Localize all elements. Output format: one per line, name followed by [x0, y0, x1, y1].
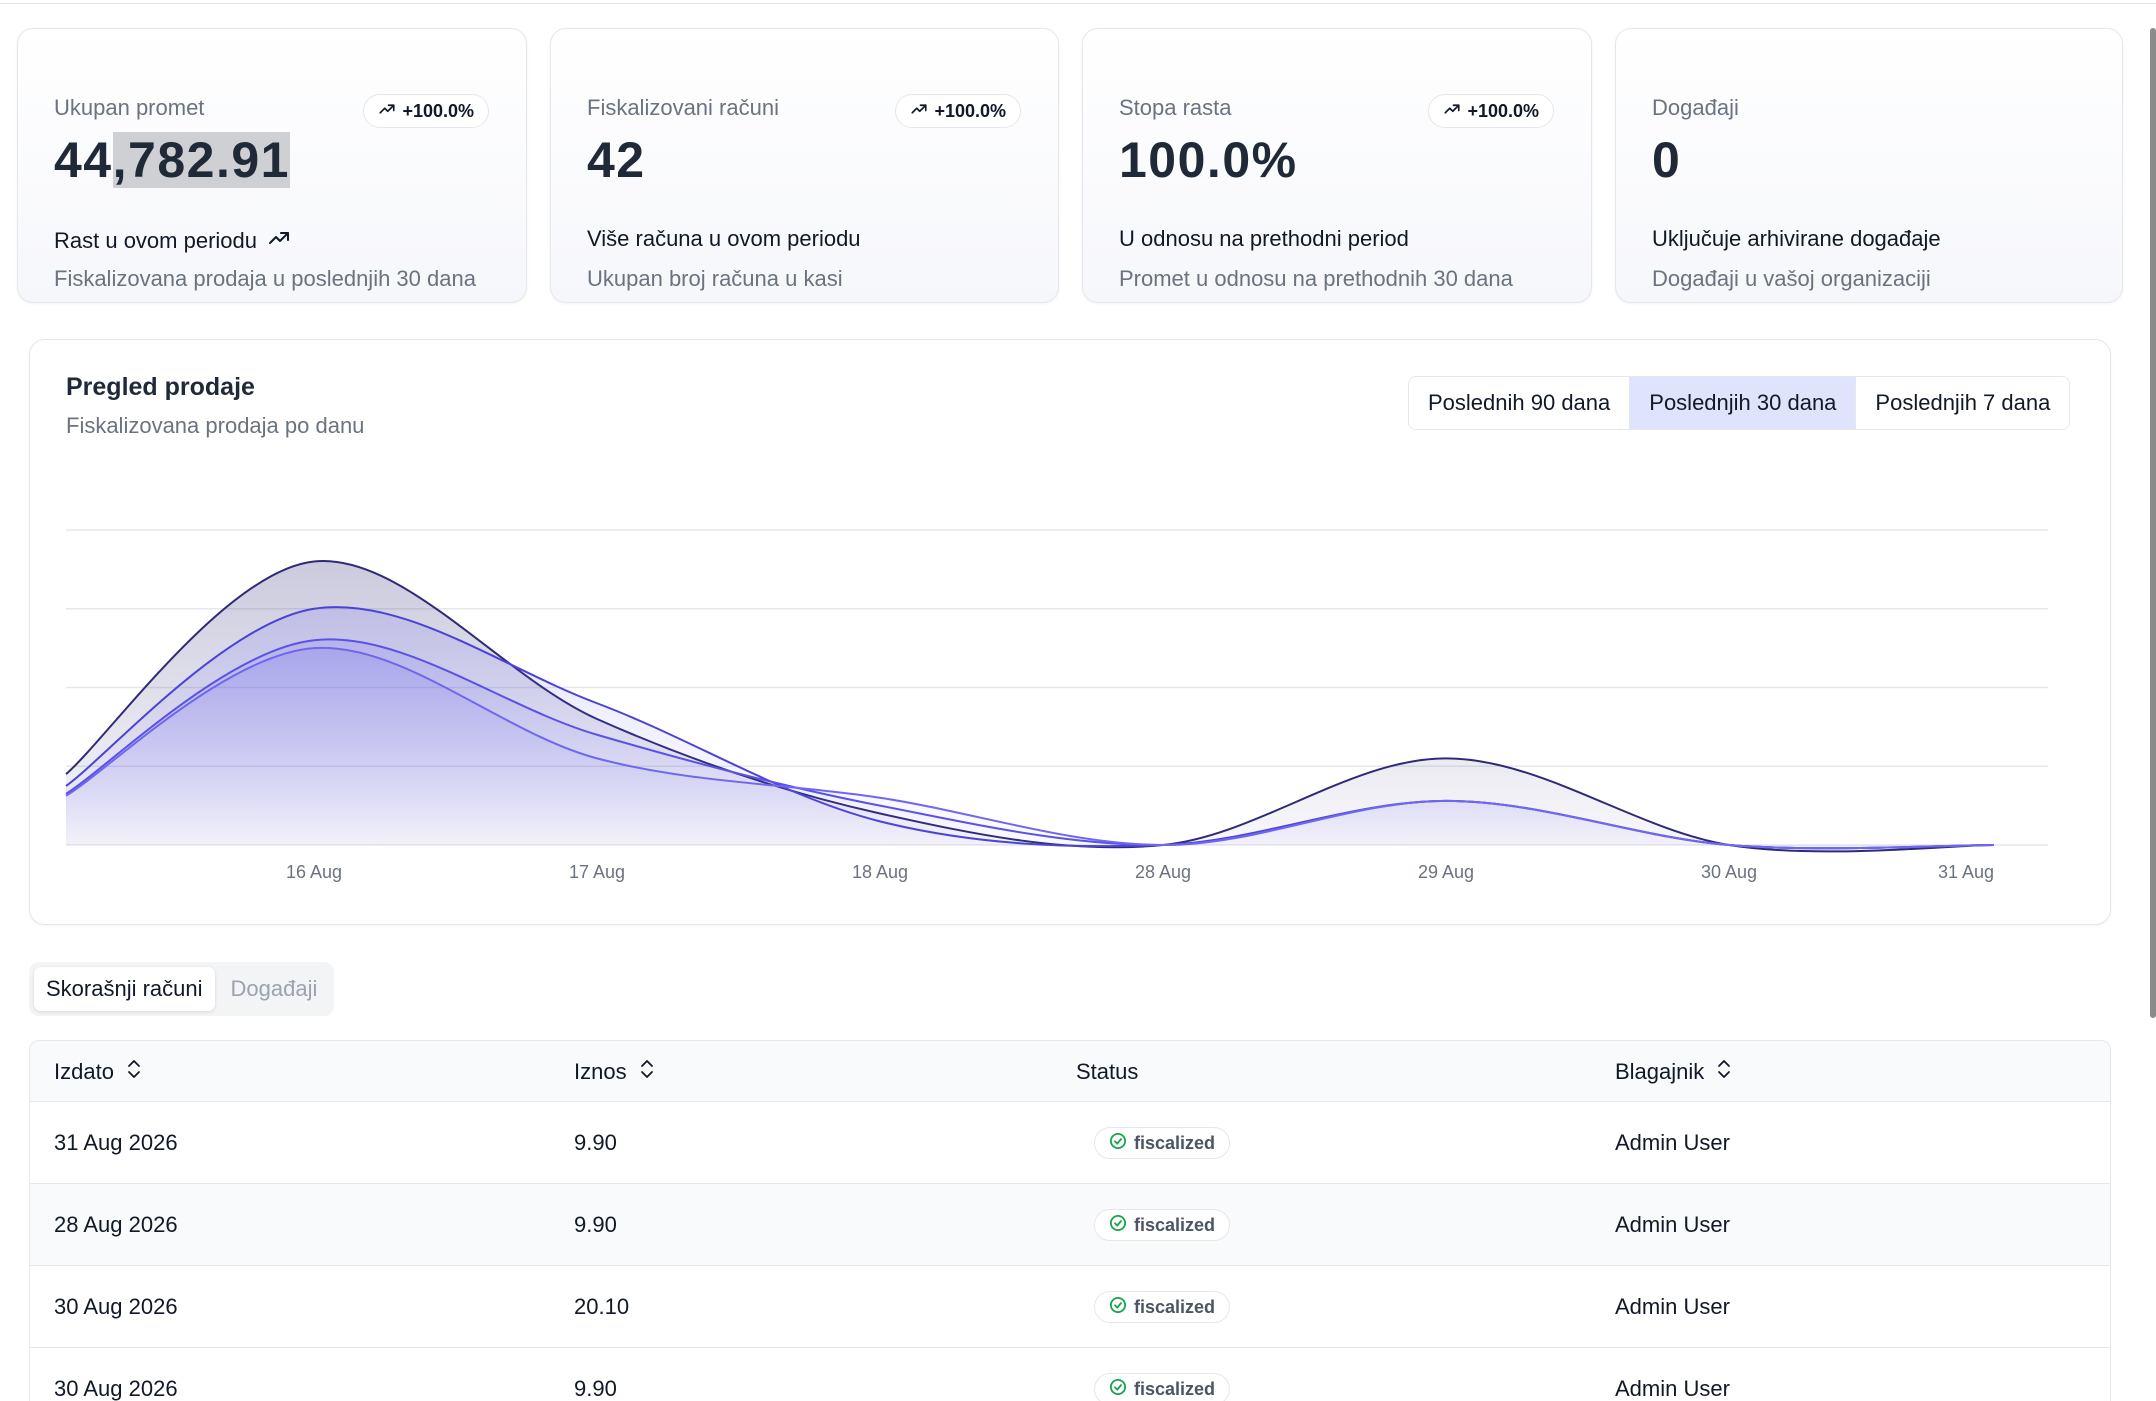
range-7-days-button[interactable]: Poslednjih 7 dana: [1856, 377, 2070, 429]
stat-label: Fiskalizovani računi: [587, 95, 779, 120]
column-header-status: Status: [1076, 1058, 1139, 1084]
cell-issued: 31 Aug 2026: [54, 1130, 178, 1155]
content-tabs: Skorašnji računi Događaji: [29, 962, 335, 1016]
stat-footer-title: U odnosu na prethodni period: [1119, 226, 1409, 251]
receipts-table: Izdato Iznos Status Blagajnik 31 Aug 202…: [29, 1040, 2111, 1401]
cell-cashier: Admin User: [1615, 1294, 1730, 1319]
column-header-cashier[interactable]: Blagajnik: [1615, 1041, 1732, 1102]
sales-area-chart: 16 Aug 17 Aug 18 Aug 28 Aug 29 Aug 30 Aug 31 A…: [65, 529, 2048, 882]
chart-area-series-4: [66, 647, 1994, 849]
table-row[interactable]: 31 Aug 2026 9.90 fiscalized Admin User: [30, 1102, 2110, 1184]
check-circle-icon: [1109, 1132, 1127, 1155]
column-header-amount[interactable]: Iznos: [574, 1041, 655, 1102]
stat-footer-title: Više računa u ovom periodu: [587, 226, 861, 251]
date-range-toggle: Poslednih 90 dana Poslednjih 30 dana Pos…: [1408, 376, 2071, 430]
trending-up-icon: [267, 226, 291, 256]
x-tick-label: 28 Aug: [1135, 862, 1191, 882]
column-header-issued[interactable]: Izdato: [54, 1041, 142, 1102]
stat-footer-title: Uključuje arhivirane događaje: [1652, 226, 1941, 251]
status-badge: fiscalized: [1094, 1291, 1231, 1323]
status-badge: fiscalized: [1094, 1127, 1231, 1159]
stat-label: Ukupan promet: [54, 95, 205, 120]
cell-amount: 20.10: [574, 1294, 630, 1319]
stat-card-total-revenue: Ukupan promet +100.0% 44,782.91 Rast u o…: [17, 28, 527, 303]
stat-footer-subtitle: Ukupan broj računa u kasi: [587, 266, 843, 291]
stat-change-badge: +100.0%: [895, 94, 1021, 128]
stat-card-growth-rate: Stopa rasta +100.0% 100.0% U odnosu na p…: [1082, 28, 1592, 303]
range-30-days-button[interactable]: Poslednjih 30 dana: [1630, 377, 1857, 429]
panel-subtitle: Fiskalizovana prodaja po danu: [66, 413, 365, 438]
stat-footer-subtitle: Fiskalizovana prodaja u poslednjih 30 da…: [54, 266, 476, 291]
cell-amount: 9.90: [574, 1376, 617, 1401]
trending-up-icon: [910, 100, 928, 123]
x-tick-label: 18 Aug: [852, 862, 908, 882]
stat-value: 42: [587, 132, 646, 188]
x-tick-label: 29 Aug: [1418, 862, 1474, 882]
trending-up-icon: [1443, 100, 1461, 123]
cell-status: fiscalized: [1094, 1266, 1231, 1348]
cell-cashier: Admin User: [1615, 1376, 1730, 1401]
cell-amount: 9.90: [574, 1212, 617, 1237]
cell-issued: 30 Aug 2026: [54, 1376, 178, 1401]
tab-events[interactable]: Događaji: [230, 976, 318, 1001]
status-badge: fiscalized: [1094, 1209, 1231, 1241]
range-90-days-button[interactable]: Poslednih 90 dana: [1409, 377, 1631, 429]
stat-footer-subtitle: Događaji u vašoj organizaciji: [1652, 266, 1931, 291]
stat-footer-title: Rast u ovom periodu: [54, 226, 291, 256]
sort-icon: [126, 1058, 142, 1086]
cell-amount: 9.90: [574, 1130, 617, 1155]
sort-icon: [1716, 1058, 1732, 1086]
stat-change-badge: +100.0%: [1428, 94, 1554, 128]
cell-status: fiscalized: [1094, 1102, 1231, 1184]
stat-card-fiscal-receipts: Fiskalizovani računi +100.0% 42 Više rač…: [550, 28, 1059, 303]
cell-cashier: Admin User: [1615, 1212, 1730, 1237]
stat-footer-subtitle: Promet u odnosu na prethodnih 30 dana: [1119, 266, 1513, 291]
check-circle-icon: [1109, 1378, 1127, 1401]
tab-recent-receipts[interactable]: Skorašnji računi: [34, 967, 215, 1011]
stat-value: 0: [1652, 132, 1682, 188]
table-row[interactable]: 30 Aug 2026 20.10 fiscalized Admin User: [30, 1266, 2110, 1348]
sales-overview-panel: Pregled prodaje Fiskalizovana prodaja po…: [29, 339, 2111, 925]
stat-change-badge: +100.0%: [363, 94, 489, 128]
x-tick-label: 30 Aug: [1701, 862, 1757, 882]
cell-status: fiscalized: [1094, 1348, 1231, 1401]
x-tick-label: 17 Aug: [569, 862, 625, 882]
check-circle-icon: [1109, 1296, 1127, 1319]
check-circle-icon: [1109, 1214, 1127, 1237]
cell-issued: 30 Aug 2026: [54, 1294, 178, 1319]
table-row[interactable]: 28 Aug 2026 9.90 fiscalized Admin User: [30, 1184, 2110, 1266]
cell-issued: 28 Aug 2026: [54, 1212, 178, 1237]
stat-value: 100.0%: [1119, 132, 1298, 188]
top-divider: [0, 0, 2156, 4]
sort-icon: [639, 1058, 655, 1086]
stat-value: 44,782.91: [54, 132, 290, 188]
x-tick-label: 16 Aug: [286, 862, 342, 882]
stat-card-events: Događaji 0 Uključuje arhivirane događaje…: [1615, 28, 2123, 303]
x-tick-label: 31 Aug: [1938, 862, 1994, 882]
trending-up-icon: [378, 100, 396, 123]
cell-cashier: Admin User: [1615, 1130, 1730, 1155]
status-badge: fiscalized: [1094, 1373, 1231, 1401]
stat-label: Stopa rasta: [1119, 95, 1232, 120]
stat-label: Događaji: [1652, 95, 1739, 120]
table-row[interactable]: 30 Aug 2026 9.90 fiscalized Admin User: [30, 1348, 2110, 1401]
page-scrollbar[interactable]: [2150, 28, 2156, 1018]
table-header: Izdato Iznos Status Blagajnik: [30, 1041, 2110, 1102]
cell-status: fiscalized: [1094, 1184, 1231, 1266]
chart-line-series-4: [65, 646, 1995, 850]
panel-title: Pregled prodaje: [66, 373, 255, 401]
